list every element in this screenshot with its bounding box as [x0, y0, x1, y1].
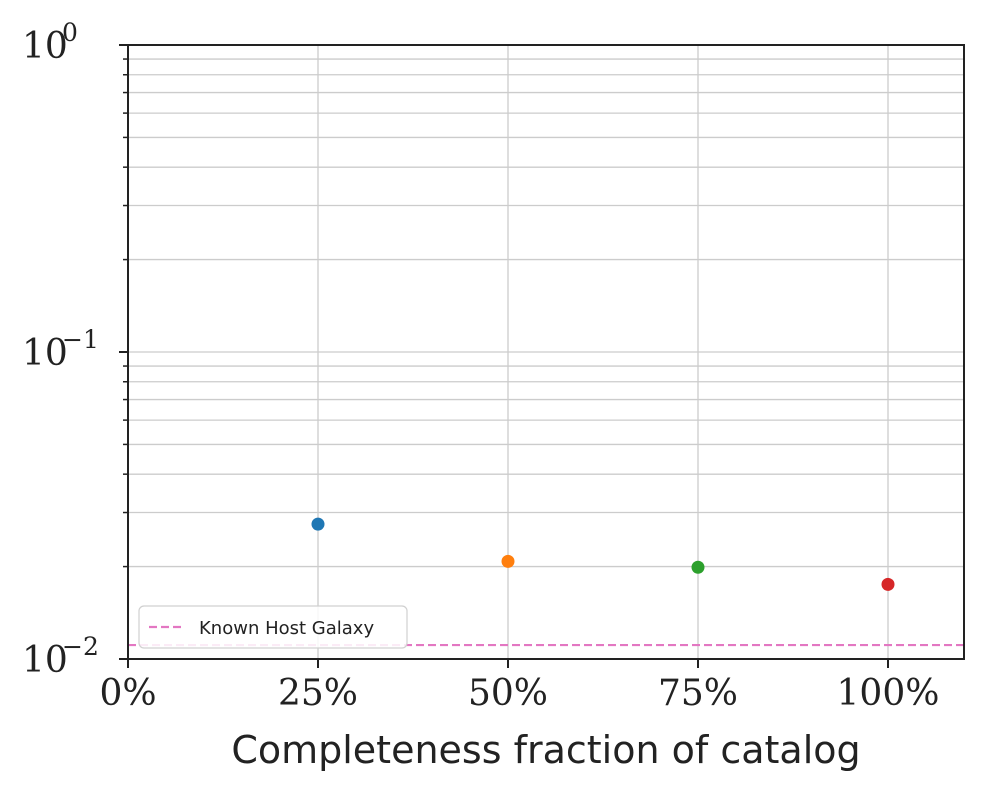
x-tick-label: 75%: [658, 673, 738, 714]
axis-ticks: [119, 44, 889, 668]
y-tick-label: 10: [22, 26, 68, 67]
data-point: [691, 560, 705, 574]
legend: Known Host Galaxy: [138, 605, 408, 649]
x-axis-title: Completeness fraction of catalog: [231, 728, 860, 772]
y-tick-label-exponent: −1: [62, 325, 99, 354]
legend-box: [138, 605, 408, 649]
data-point: [881, 577, 895, 591]
x-tick-label: 0%: [99, 673, 156, 714]
y-tick-label: 10: [22, 640, 68, 681]
y-tick-label: 10: [22, 333, 68, 374]
data-points: [311, 517, 895, 591]
x-tick-label: 25%: [278, 673, 358, 714]
y-tick-label-exponent: 0: [62, 18, 78, 47]
x-tick-label: 100%: [837, 673, 940, 714]
grid: [127, 44, 964, 660]
legend-label: Known Host Galaxy: [199, 618, 374, 639]
x-tick-label: 50%: [468, 673, 548, 714]
data-point: [311, 517, 325, 531]
data-point: [501, 554, 515, 568]
y-tick-label-exponent: −2: [62, 632, 99, 661]
